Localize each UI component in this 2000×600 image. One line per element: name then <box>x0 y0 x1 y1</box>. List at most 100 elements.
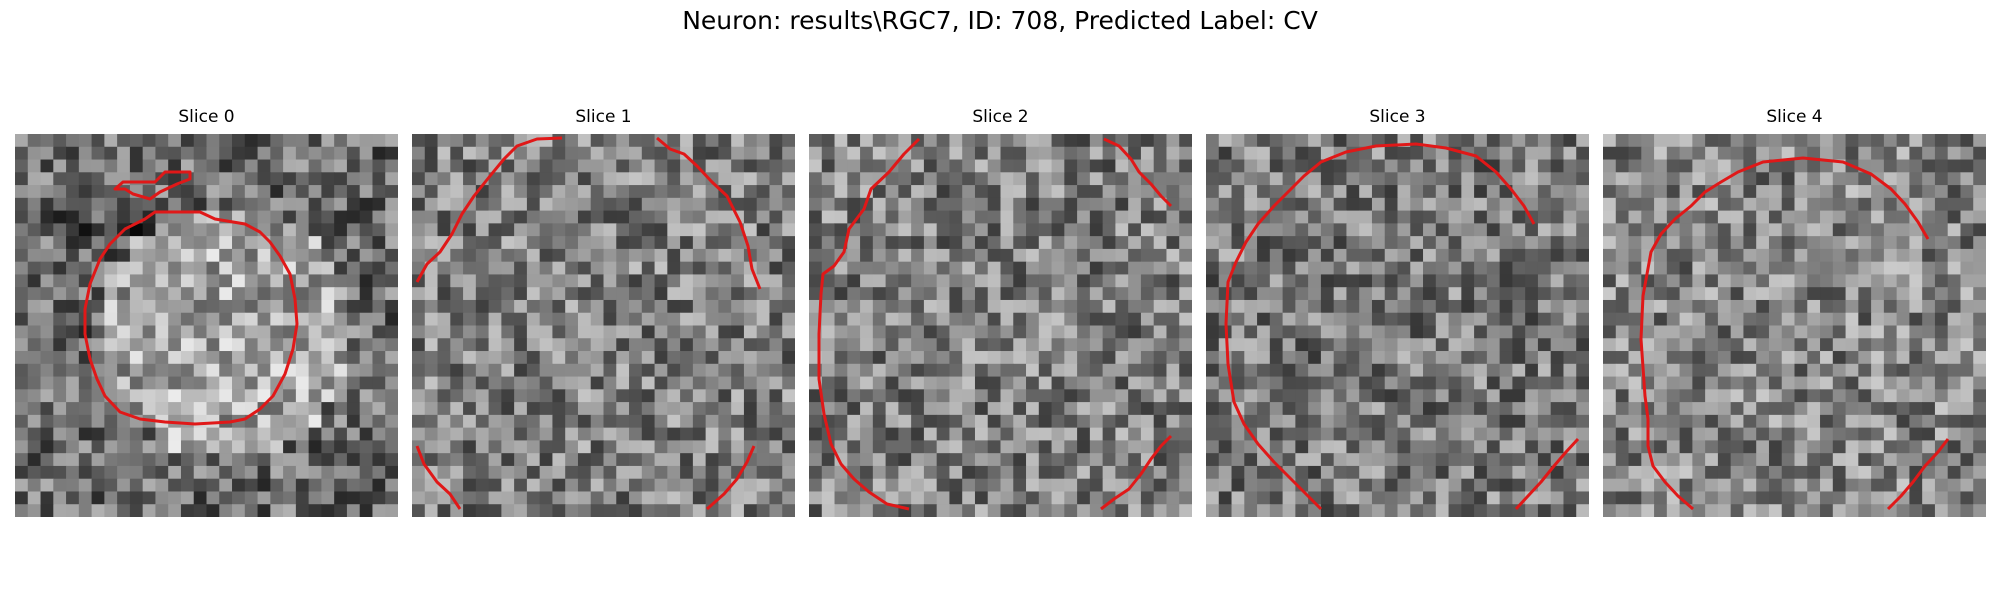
image-pixel <box>53 299 67 314</box>
image-pixel <box>1486 223 1501 237</box>
image-pixel <box>1641 351 1655 365</box>
image-pixel <box>923 274 938 288</box>
image-pixel <box>692 491 707 505</box>
image-pixel <box>782 338 795 352</box>
image-pixel <box>1153 465 1167 480</box>
image-pixel <box>257 376 271 390</box>
image-pixel <box>1922 287 1936 301</box>
image-pixel <box>1000 172 1014 186</box>
image-pixel <box>1794 453 1808 467</box>
image-pixel <box>501 491 515 505</box>
image-pixel <box>66 363 80 378</box>
image-pixel <box>1883 274 1898 288</box>
image-pixel <box>155 172 169 186</box>
image-pixel <box>117 134 131 148</box>
image-pixel <box>1807 389 1821 403</box>
image-pixel <box>295 210 310 224</box>
image-pixel <box>782 159 795 173</box>
image-pixel <box>1435 185 1450 199</box>
image-pixel <box>1717 185 1732 199</box>
image-pixel <box>232 453 246 467</box>
image-pixel <box>206 146 220 161</box>
image-pixel <box>692 478 707 492</box>
image-pixel <box>142 172 156 186</box>
image-pixel <box>1794 134 1808 148</box>
image-pixel <box>1448 197 1462 212</box>
image-pixel <box>1845 363 1859 378</box>
image-pixel <box>1525 248 1539 263</box>
image-pixel <box>66 146 80 161</box>
image-pixel <box>1423 159 1437 173</box>
image-pixel <box>1166 414 1180 429</box>
image-pixel <box>1166 274 1180 288</box>
image-pixel <box>1781 274 1795 288</box>
image-pixel <box>1423 172 1437 186</box>
image-pixel <box>692 427 707 441</box>
image-pixel <box>463 363 477 378</box>
image-pixel <box>1206 478 1220 492</box>
image-pixel <box>257 402 271 416</box>
image-pixel <box>437 325 451 339</box>
image-pixel <box>1128 325 1142 339</box>
image-pixel <box>514 376 528 390</box>
image-pixel <box>321 197 335 212</box>
image-pixel <box>1499 312 1513 326</box>
image-pixel <box>117 312 131 326</box>
image-pixel <box>372 261 386 275</box>
image-pixel <box>692 274 707 288</box>
image-pixel <box>463 478 477 492</box>
image-pixel <box>629 299 643 314</box>
image-pixel <box>206 376 220 390</box>
image-pixel <box>475 478 490 492</box>
image-pixel <box>872 159 887 173</box>
image-pixel <box>385 312 398 326</box>
image-pixel <box>1423 376 1437 390</box>
image-pixel <box>616 402 630 416</box>
image-pixel <box>308 134 322 148</box>
image-pixel <box>78 453 93 467</box>
image-pixel <box>680 197 694 212</box>
image-pixel <box>949 414 963 429</box>
image-pixel <box>769 223 783 237</box>
image-pixel <box>1807 453 1821 467</box>
image-pixel <box>1922 312 1936 326</box>
image-pixel <box>244 338 259 352</box>
image-pixel <box>1461 185 1475 199</box>
image-pixel <box>1947 465 1961 480</box>
image-pixel <box>321 440 335 454</box>
image-pixel <box>667 465 681 480</box>
image-pixel <box>1077 312 1091 326</box>
image-pixel <box>756 248 770 263</box>
image-pixel <box>1231 210 1245 224</box>
image-pixel <box>1089 453 1104 467</box>
image-pixel <box>885 210 899 224</box>
image-pixel <box>1000 146 1014 161</box>
image-pixel <box>769 351 783 365</box>
slice-title-4: Slice 4 <box>1766 107 1823 127</box>
image-pixel <box>1333 223 1347 237</box>
image-pixel <box>1563 134 1577 148</box>
image-pixel <box>987 134 1001 148</box>
image-pixel <box>898 376 912 390</box>
image-pixel <box>962 146 976 161</box>
image-pixel <box>1743 453 1757 467</box>
image-pixel <box>206 159 220 173</box>
image-pixel <box>552 159 566 173</box>
slice-image-1 <box>412 134 795 517</box>
image-pixel <box>1550 338 1564 352</box>
image-pixel <box>488 274 502 288</box>
image-pixel <box>1960 491 1974 505</box>
image-pixel <box>321 312 335 326</box>
image-pixel <box>629 248 643 263</box>
image-pixel <box>718 172 732 186</box>
image-pixel <box>1909 453 1923 467</box>
image-pixel <box>1461 453 1475 467</box>
image-pixel <box>692 159 707 173</box>
image-pixel <box>1282 491 1296 505</box>
image-pixel <box>1781 261 1795 275</box>
image-pixel <box>1960 236 1974 250</box>
image-pixel <box>1000 299 1014 314</box>
image-pixel <box>680 427 694 441</box>
image-pixel <box>1000 134 1014 148</box>
image-pixel <box>1435 312 1450 326</box>
